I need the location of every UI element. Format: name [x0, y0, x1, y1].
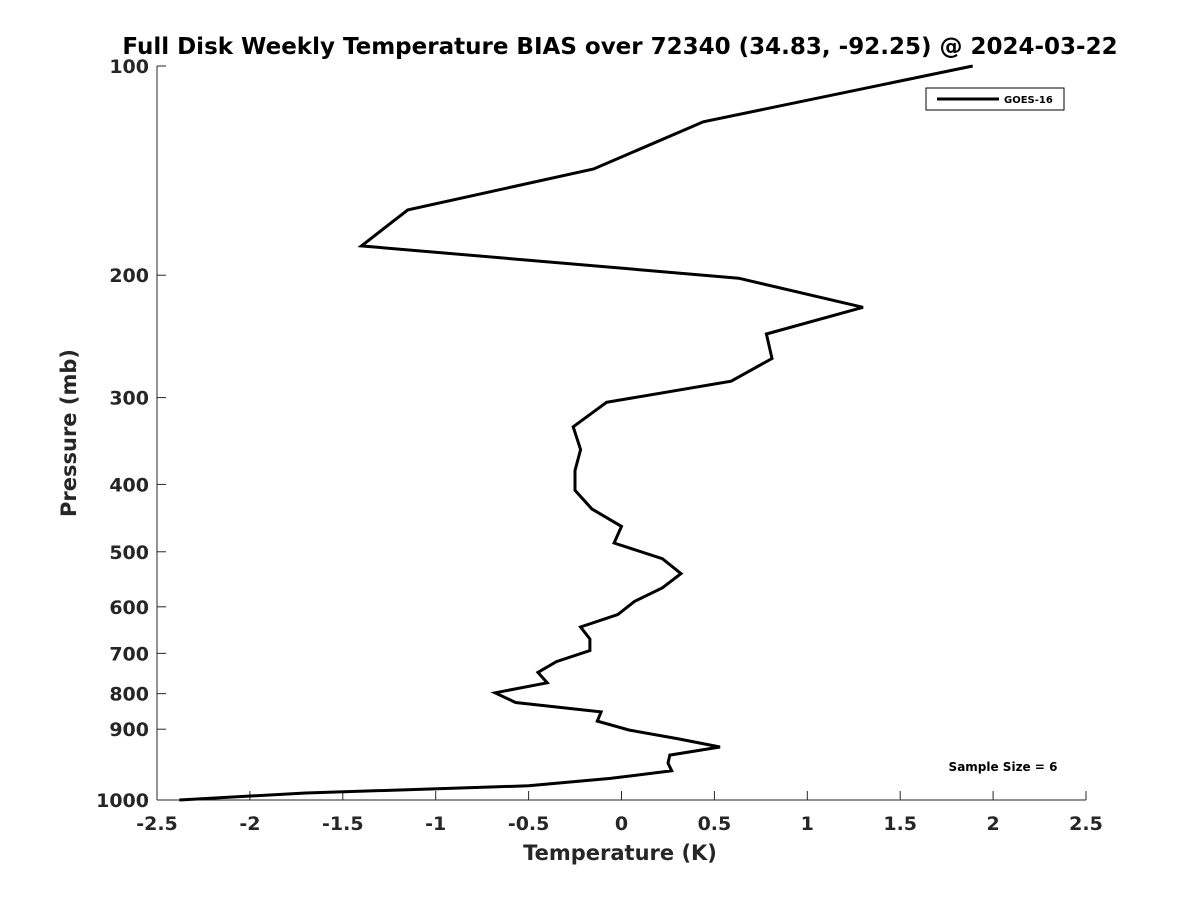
y-tick-label: 700 — [109, 643, 149, 665]
x-tick-label: -0.5 — [508, 813, 550, 835]
y-tick-label: 1000 — [96, 790, 149, 812]
x-axis-label: Temperature (K) — [523, 841, 717, 865]
chart-title: Full Disk Weekly Temperature BIAS over 7… — [122, 34, 1117, 60]
y-tick-label: 400 — [109, 474, 149, 496]
x-tick-label: 2.5 — [1069, 813, 1103, 835]
y-tick-label: 800 — [109, 684, 149, 706]
x-axis-ticks: -2.5 -2 -1.5 -1 -0.5 0 0.5 1 1.5 2 2.5 — [136, 791, 1103, 835]
series-line-goes-16 — [179, 64, 974, 802]
y-axis-label: Pressure (mb) — [57, 349, 81, 517]
y-tick-label: 200 — [109, 265, 149, 287]
x-tick-label: -1 — [425, 813, 446, 835]
x-tick-label: 0.5 — [698, 813, 732, 835]
x-tick-label: -2 — [239, 813, 260, 835]
y-tick-label: 900 — [109, 719, 149, 741]
x-tick-label: 2 — [986, 813, 999, 835]
y-tick-label: 300 — [109, 388, 149, 410]
legend-label-goes-16: GOES-16 — [1004, 95, 1053, 106]
y-tick-label: 500 — [109, 542, 149, 564]
x-tick-label: 1 — [801, 813, 814, 835]
y-axis-ticks: 100 200 300 400 500 600 700 800 900 1000 — [96, 56, 166, 812]
y-tick-label: 100 — [109, 56, 149, 78]
y-tick-label: 600 — [109, 597, 149, 619]
x-tick-label: 0 — [615, 813, 628, 835]
x-tick-label: -2.5 — [136, 813, 178, 835]
x-tick-label: 1.5 — [883, 813, 917, 835]
series-layer — [179, 64, 974, 802]
x-tick-label: -1.5 — [322, 813, 364, 835]
legend: GOES-16 — [925, 87, 1065, 111]
sample-size-annotation: Sample Size = 6 — [949, 760, 1058, 774]
